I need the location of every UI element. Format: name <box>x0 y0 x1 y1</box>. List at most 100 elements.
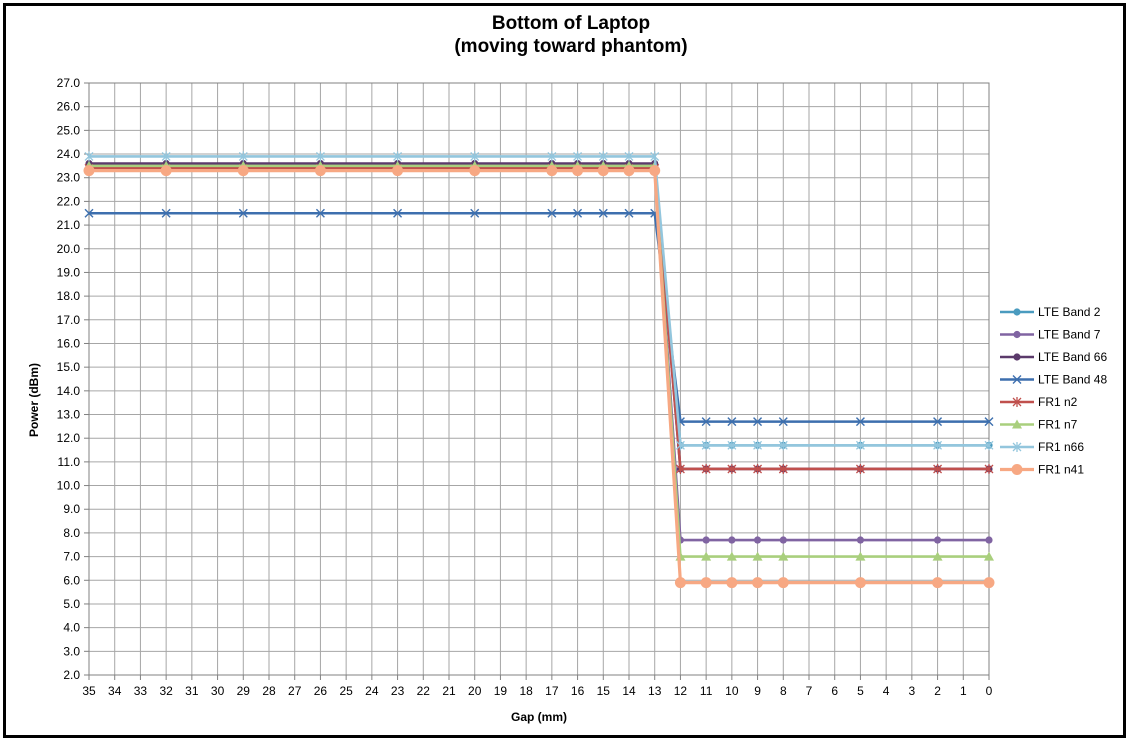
y-tick-label: 13.0 <box>57 408 81 422</box>
x-tick-label: 19 <box>494 684 508 698</box>
fr1-n41-point <box>314 165 326 177</box>
lte-band-7-point <box>702 536 710 544</box>
fr1-n66-point <box>598 151 608 162</box>
y-tick-label: 23.0 <box>57 171 81 185</box>
x-tick-label: 6 <box>831 684 838 698</box>
lte-band-7-point <box>985 536 993 544</box>
y-tick-label: 14.0 <box>57 384 81 398</box>
x-tick-label: 16 <box>571 684 585 698</box>
lte-band-7-point <box>856 536 865 544</box>
y-tick-label: 19.0 <box>57 265 81 279</box>
fr1-n66-point <box>470 151 480 162</box>
legend-lte-band-48-point <box>1012 375 1022 384</box>
series-fr1-n7 <box>84 160 994 561</box>
lte-band-2-line <box>89 164 989 447</box>
lte-band-48-point <box>598 208 608 218</box>
lte-band-48-point <box>315 208 325 218</box>
x-tick-label: 2 <box>934 684 941 698</box>
x-tick-label: 14 <box>622 684 636 698</box>
series-lte-band-2 <box>85 162 993 449</box>
fr1-n7-point <box>752 551 763 561</box>
y-tick-label: 8.0 <box>63 526 80 540</box>
legend-label: FR1 n66 <box>1038 440 1084 454</box>
chart-subtitle: (moving toward phantom) <box>454 36 687 57</box>
fr1-n66-point <box>161 151 171 162</box>
x-tick-label: 28 <box>262 684 276 698</box>
lte-band-48-point <box>701 417 711 427</box>
fr1-n2-point <box>933 463 943 474</box>
legend-item-lte-band-48: LTE Band 48 <box>1000 373 1107 387</box>
y-tick-label: 16.0 <box>57 336 81 350</box>
legend-item-fr1-n2: FR1 n2 <box>1000 395 1078 409</box>
x-tick-label: 34 <box>108 684 122 698</box>
fr1-n66-point <box>675 440 685 451</box>
fr1-n41-point <box>649 165 661 177</box>
lte-band-48-point <box>547 208 557 218</box>
legend-fr1-n66-point <box>1012 442 1022 452</box>
x-tick-label: 3 <box>909 684 916 698</box>
fr1-n41-point <box>752 577 764 589</box>
x-tick-label: 21 <box>442 684 456 698</box>
x-tick-label: 15 <box>597 684 611 698</box>
legend-lte-band-7-point <box>1013 330 1021 339</box>
x-tick-label: 20 <box>468 684 482 698</box>
fr1-n66-point <box>84 151 94 162</box>
fr1-n66-point <box>701 440 711 451</box>
fr1-n2-point <box>753 463 763 474</box>
legend-label: LTE Band 66 <box>1038 350 1107 364</box>
lte-band-7-line <box>89 164 989 542</box>
chart-frame <box>3 3 1126 738</box>
x-tick-label: 29 <box>237 684 251 698</box>
legend-label: FR1 n41 <box>1038 463 1084 477</box>
series-fr1-n2 <box>84 163 994 474</box>
y-tick-label: 27.0 <box>57 76 81 90</box>
fr1-n66-point <box>984 440 994 451</box>
legend-lte-band-66-point <box>1013 353 1021 361</box>
fr1-n2-point <box>701 463 711 474</box>
legend-lte-band-2-point <box>1013 308 1021 316</box>
y-tick-label: 6.0 <box>63 573 80 587</box>
fr1-n66-point <box>753 440 763 451</box>
fr1-n41-point <box>700 577 712 589</box>
legend-label: FR1 n2 <box>1038 395 1078 409</box>
fr1-n41-point <box>597 165 609 177</box>
fr1-n2-point <box>727 463 737 474</box>
fr1-n41-point <box>469 165 481 177</box>
x-tick-label: 32 <box>159 684 173 698</box>
legend-item-fr1-n41: FR1 n41 <box>1000 463 1084 477</box>
y-axis-label: Power (dBm) <box>27 363 41 437</box>
x-tick-label: 11 <box>700 684 713 698</box>
lte-band-7-point <box>779 536 787 544</box>
x-tick-label: 1 <box>960 684 967 698</box>
legend-label: FR1 n7 <box>1038 418 1078 432</box>
lte-band-66-line <box>89 162 989 471</box>
fr1-n41-point <box>726 577 738 589</box>
x-tick-label: 5 <box>857 684 864 698</box>
x-tick-label: 35 <box>82 684 96 698</box>
series-fr1-n66 <box>84 151 994 451</box>
fr1-n7-point <box>701 551 712 561</box>
fr1-n66-point <box>855 440 865 451</box>
x-tick-label: 13 <box>648 684 662 698</box>
lte-band-48-point <box>84 208 94 218</box>
y-tick-label: 22.0 <box>57 194 81 208</box>
series-fr1-n41 <box>83 165 995 589</box>
x-tick-label: 23 <box>391 684 405 698</box>
x-tick-label: 0 <box>986 684 993 698</box>
y-tick-label: 26.0 <box>57 100 81 114</box>
fr1-n41-point <box>674 577 686 589</box>
lte-band-7-point <box>728 536 736 544</box>
lte-band-48-point <box>727 417 737 427</box>
legend: LTE Band 2 LTE Band 7 LTE Band 66 LTE Band … <box>1000 305 1107 477</box>
y-tick-label: 5.0 <box>63 597 80 611</box>
fr1-n66-point <box>573 151 583 162</box>
x-tick-label: 30 <box>211 684 225 698</box>
fr1-n7-point <box>932 551 943 561</box>
x-tick-label: 26 <box>314 684 328 698</box>
fr1-n7-point <box>984 551 994 561</box>
fr1-n41-point <box>83 165 95 177</box>
x-axis-label: Gap (mm) <box>511 710 567 724</box>
fr1-n41-point <box>546 165 558 177</box>
y-tick-label: 3.0 <box>63 644 80 658</box>
